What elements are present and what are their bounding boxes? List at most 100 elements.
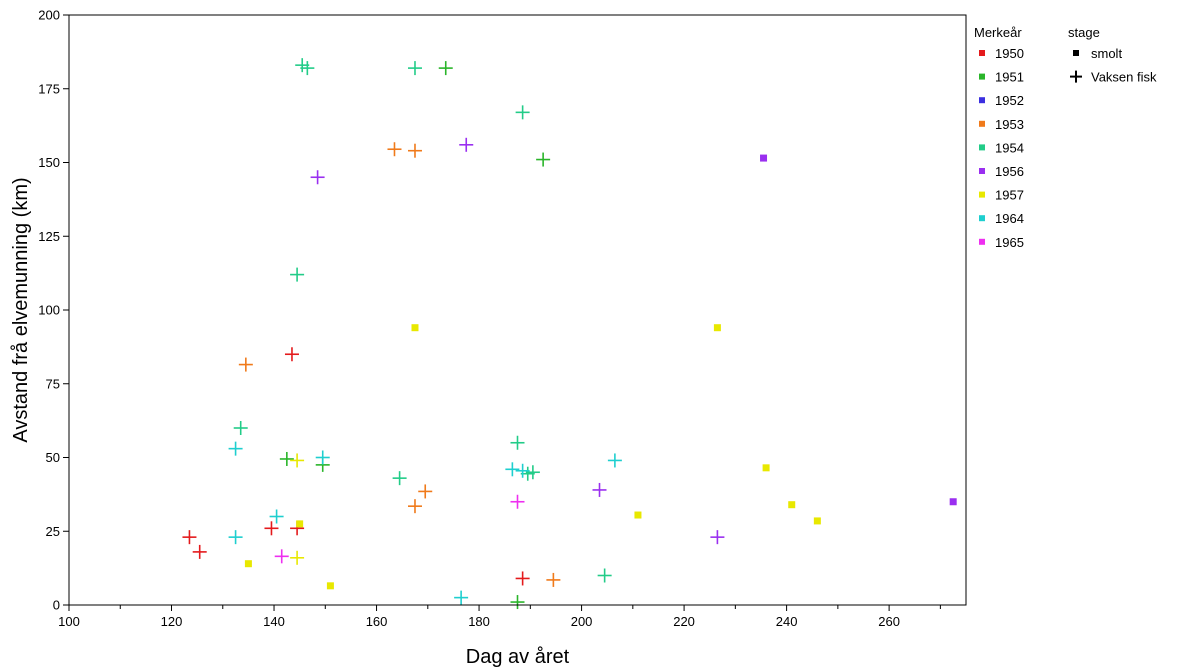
y-tick-label: 0: [53, 598, 60, 613]
legend-swatch-1952: [979, 97, 985, 104]
data-point-vaksen-1951: [536, 152, 551, 167]
legend-label-1950: 1950: [995, 46, 1024, 61]
data-point-vaksen-1954: [233, 421, 248, 435]
data-point-smolt-1957: [713, 324, 721, 332]
y-tick-label: 25: [46, 524, 60, 539]
x-tick-label: 240: [776, 614, 798, 629]
data-point-vaksen-1951: [279, 451, 294, 466]
legend-swatch-1965: [979, 238, 985, 245]
x-axis-title: Dag av året: [466, 646, 570, 668]
data-point-vaksen-1954: [407, 61, 422, 76]
legend-swatch-1956: [979, 168, 985, 174]
data-point-vaksen-1954: [510, 435, 525, 450]
data-point-vaksen-1965: [510, 494, 525, 509]
legend-shape-label-vaksen: Vaksen fisk: [1091, 70, 1157, 85]
legend-swatch-1951: [979, 73, 985, 80]
data-point-vaksen-1957: [290, 550, 305, 565]
legend-shape-smolt: [1073, 50, 1079, 56]
x-tick-label: 100: [58, 614, 80, 629]
y-tick-label: 125: [38, 229, 60, 244]
y-tick-label: 50: [46, 450, 60, 465]
data-point-vaksen-1953: [238, 357, 253, 372]
data-point-vaksen-1954: [525, 465, 540, 480]
data-point-vaksen-1954: [392, 471, 407, 486]
data-point-vaksen-1953: [407, 499, 422, 514]
data-point-smolt-1957: [634, 511, 642, 519]
plot-area: [182, 58, 957, 610]
axes: 100 120 140 160 180 200 220 240 260 0 25 50 75 100 125…: [38, 8, 967, 629]
legend-color-title: Merkeår: [974, 25, 1022, 40]
plot-frame: [68, 14, 967, 606]
data-point-vaksen-1951: [438, 61, 453, 76]
data-point-vaksen-1964: [454, 590, 469, 605]
data-point-vaksen-1953: [418, 484, 433, 499]
data-point-vaksen-1964: [315, 450, 330, 465]
x-tick-label: 180: [468, 614, 490, 629]
legend-shape-label-smolt: smolt: [1091, 46, 1122, 61]
legend-swatch-1954: [979, 144, 985, 151]
y-tick-label: 75: [46, 376, 60, 391]
x-tick-label: 140: [263, 614, 285, 629]
data-point-vaksen-1950: [182, 530, 197, 545]
data-point-vaksen-1954: [290, 267, 305, 282]
data-point-vaksen-1956: [459, 137, 474, 152]
legend: Merkeår stage 1950 1951 1952 1953 1954 1956 19…: [974, 25, 1157, 250]
data-point-vaksen-1964: [228, 441, 243, 456]
data-point-vaksen-1950: [284, 347, 299, 362]
legend-label-1954: 1954: [995, 140, 1024, 155]
legend-label-1951: 1951: [995, 70, 1024, 85]
data-point-smolt-1957: [296, 520, 304, 528]
legend-label-1965: 1965: [995, 235, 1024, 250]
data-point-vaksen-1953: [546, 572, 561, 587]
y-tick-label: 200: [38, 8, 60, 23]
data-point-vaksen-1950: [515, 571, 530, 586]
data-point-smolt-1957: [326, 582, 334, 590]
legend-label-1957: 1957: [995, 188, 1024, 203]
data-point-vaksen-1956: [310, 170, 325, 185]
y-tick-label: 150: [38, 155, 60, 170]
data-point-smolt-1957: [788, 501, 796, 509]
legend-label-1956: 1956: [995, 164, 1024, 179]
data-point-vaksen-1965: [274, 549, 289, 564]
legend-shape-title: stage: [1068, 25, 1100, 40]
data-point-smolt-1956: [949, 498, 957, 506]
data-point-vaksen-1954: [515, 105, 530, 120]
x-tick-label: 220: [673, 614, 695, 629]
data-point-vaksen-1950: [192, 544, 207, 559]
data-point-smolt-1957: [244, 560, 252, 568]
legend-label-1952: 1952: [995, 93, 1024, 108]
x-tick-label: 260: [878, 614, 900, 629]
legend-label-1964: 1964: [995, 211, 1024, 226]
data-point-vaksen-1956: [592, 482, 607, 497]
data-point-vaksen-1964: [607, 453, 622, 468]
data-point-vaksen-1964: [228, 530, 243, 545]
y-axis-title: Avstand frå elvemunning (km): [10, 177, 32, 442]
legend-swatch-1953: [979, 120, 985, 127]
data-point-vaksen-1954: [597, 568, 612, 583]
data-point-vaksen-1953: [407, 143, 422, 158]
data-point-vaksen-1951: [510, 595, 525, 610]
y-tick-label: 175: [38, 81, 60, 96]
data-point-vaksen-1954: [300, 61, 315, 76]
data-point-vaksen-1953: [387, 142, 402, 157]
data-point-smolt-1956: [760, 154, 768, 162]
x-tick-label: 200: [571, 614, 593, 629]
data-point-vaksen-1964: [269, 509, 284, 524]
x-tick-label: 160: [366, 614, 388, 629]
data-point-smolt-1957: [813, 517, 821, 525]
legend-swatch-1950: [979, 50, 985, 56]
data-point-vaksen-1956: [710, 530, 725, 545]
data-point-smolt-1957: [411, 324, 419, 332]
legend-swatch-1957: [979, 191, 985, 198]
data-point-vaksen-1950: [264, 521, 279, 536]
data-point-vaksen-1964: [505, 462, 520, 477]
x-tick-label: 120: [161, 614, 183, 629]
legend-swatch-1964: [979, 215, 985, 222]
data-point-vaksen-1964: [515, 463, 530, 478]
data-point-vaksen-1957: [290, 453, 305, 468]
legend-shape-vaksen: [1070, 70, 1082, 83]
legend-label-1953: 1953: [995, 117, 1024, 132]
data-point-smolt-1957: [762, 464, 770, 472]
y-tick-label: 100: [38, 303, 60, 318]
